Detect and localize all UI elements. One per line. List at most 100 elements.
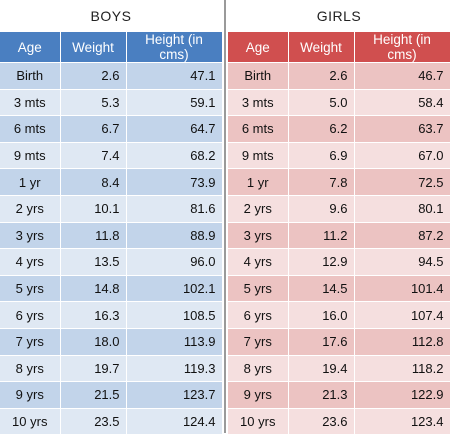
girls-height-cell: 58.4 [354,89,450,116]
boys-age-cell: 4 yrs [0,249,60,276]
table-row: 8 yrs 19.4 118.2 [228,355,450,382]
boys-header-age: Age [0,32,60,63]
boys-height-cell: 113.9 [126,328,222,355]
girls-weight-cell: 11.2 [288,222,354,249]
girls-weight-cell: 6.9 [288,142,354,169]
table-row: 5 yrs 14.5 101.4 [228,275,450,302]
girls-age-cell: 6 yrs [228,302,288,329]
girls-height-cell: 72.5 [354,169,450,196]
boys-age-cell: 6 mts [0,116,60,143]
boys-age-cell: Birth [0,63,60,90]
boys-weight-cell: 13.5 [60,249,126,276]
table-row: Birth 2.6 47.1 [0,63,222,90]
boys-header-height: Height (in cms) [126,32,222,63]
boys-height-cell: 124.4 [126,408,222,435]
girls-weight-cell: 7.8 [288,169,354,196]
boys-height-cell: 81.6 [126,195,222,222]
table-row: 4 yrs 12.9 94.5 [228,249,450,276]
boys-age-cell: 8 yrs [0,355,60,382]
girls-age-cell: Birth [228,63,288,90]
boys-height-cell: 47.1 [126,63,222,90]
girls-weight-cell: 17.6 [288,328,354,355]
boys-age-cell: 6 yrs [0,302,60,329]
panel-divider [224,0,226,433]
table-row: 1 yr 7.8 72.5 [228,169,450,196]
girls-header-weight: Weight [288,32,354,63]
girls-weight-cell: 21.3 [288,382,354,409]
girls-panel: GIRLS Age Weight Height (in cms) Birth 2.… [228,0,450,433]
girls-table-body: Birth 2.6 46.7 3 mts 5.0 58.4 6 mts 6.2 63.7 9 mt… [228,63,450,435]
table-row: 3 mts 5.3 59.1 [0,89,222,116]
boys-height-cell: 123.7 [126,382,222,409]
girls-weight-cell: 2.6 [288,63,354,90]
girls-age-cell: 3 mts [228,89,288,116]
girls-height-cell: 63.7 [354,116,450,143]
table-row: 5 yrs 14.8 102.1 [0,275,222,302]
table-row: 6 yrs 16.3 108.5 [0,302,222,329]
table-row: 1 yr 8.4 73.9 [0,169,222,196]
boys-weight-cell: 18.0 [60,328,126,355]
boys-weight-cell: 10.1 [60,195,126,222]
boys-title: BOYS [0,0,222,32]
girls-age-cell: 2 yrs [228,195,288,222]
girls-title: GIRLS [228,0,450,32]
boys-weight-cell: 5.3 [60,89,126,116]
girls-age-cell: 6 mts [228,116,288,143]
girls-age-cell: 9 yrs [228,382,288,409]
girls-weight-cell: 16.0 [288,302,354,329]
boys-weight-cell: 7.4 [60,142,126,169]
boys-height-cell: 73.9 [126,169,222,196]
girls-height-cell: 112.8 [354,328,450,355]
girls-weight-cell: 12.9 [288,249,354,276]
girls-height-cell: 118.2 [354,355,450,382]
boys-header-row: Age Weight Height (in cms) [0,32,222,63]
girls-age-cell: 3 yrs [228,222,288,249]
table-row: 6 mts 6.2 63.7 [228,116,450,143]
girls-height-cell: 123.4 [354,408,450,435]
table-row: 9 mts 7.4 68.2 [0,142,222,169]
boys-table-body: Birth 2.6 47.1 3 mts 5.3 59.1 6 mts 6.7 64.7 9 mt… [0,63,222,435]
boys-weight-cell: 14.8 [60,275,126,302]
table-row: 6 mts 6.7 64.7 [0,116,222,143]
boys-weight-cell: 19.7 [60,355,126,382]
girls-height-cell: 94.5 [354,249,450,276]
boys-height-cell: 96.0 [126,249,222,276]
boys-height-cell: 88.9 [126,222,222,249]
table-row: 7 yrs 18.0 113.9 [0,328,222,355]
girls-weight-cell: 19.4 [288,355,354,382]
girls-weight-cell: 23.6 [288,408,354,435]
girls-age-cell: 5 yrs [228,275,288,302]
boys-height-cell: 68.2 [126,142,222,169]
girls-table: Age Weight Height (in cms) Birth 2.6 46.7 3… [228,32,450,435]
table-row: 9 yrs 21.3 122.9 [228,382,450,409]
girls-weight-cell: 9.6 [288,195,354,222]
boys-age-cell: 7 yrs [0,328,60,355]
girls-header-age: Age [228,32,288,63]
table-row: 2 yrs 10.1 81.6 [0,195,222,222]
boys-height-cell: 102.1 [126,275,222,302]
table-row: 10 yrs 23.6 123.4 [228,408,450,435]
boys-height-cell: 59.1 [126,89,222,116]
table-row: 9 mts 6.9 67.0 [228,142,450,169]
girls-height-cell: 46.7 [354,63,450,90]
boys-age-cell: 10 yrs [0,408,60,435]
girls-weight-cell: 14.5 [288,275,354,302]
boys-panel: BOYS Age Weight Height (in cms) Birth 2.6… [0,0,222,433]
table-row: 3 yrs 11.8 88.9 [0,222,222,249]
boys-weight-cell: 21.5 [60,382,126,409]
girls-height-cell: 122.9 [354,382,450,409]
girls-height-cell: 101.4 [354,275,450,302]
table-row: Birth 2.6 46.7 [228,63,450,90]
boys-age-cell: 1 yr [0,169,60,196]
table-row: 2 yrs 9.6 80.1 [228,195,450,222]
table-row: 8 yrs 19.7 119.3 [0,355,222,382]
boys-age-cell: 2 yrs [0,195,60,222]
table-row: 3 yrs 11.2 87.2 [228,222,450,249]
boys-age-cell: 5 yrs [0,275,60,302]
girls-age-cell: 1 yr [228,169,288,196]
boys-height-cell: 119.3 [126,355,222,382]
boys-weight-cell: 6.7 [60,116,126,143]
girls-height-cell: 67.0 [354,142,450,169]
girls-height-cell: 87.2 [354,222,450,249]
